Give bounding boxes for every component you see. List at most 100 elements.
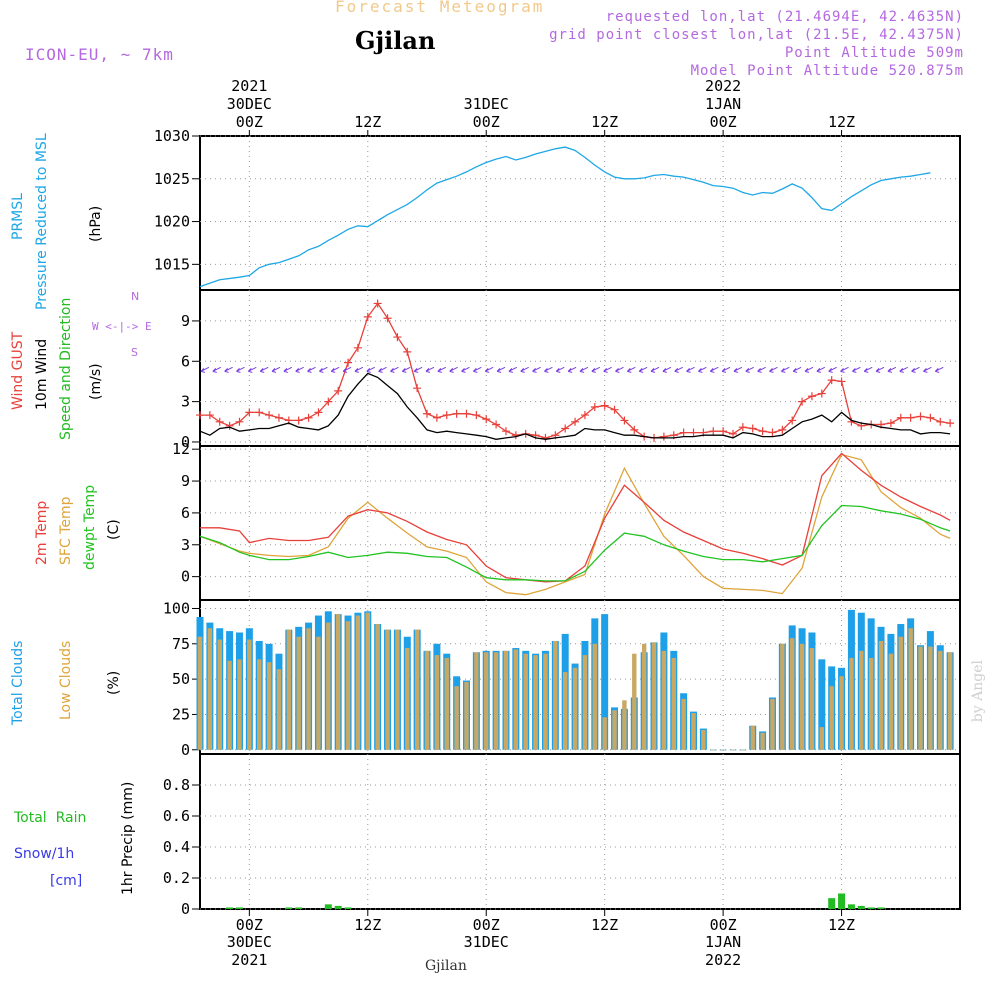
xtick-label-bottom: 00Z [236,916,263,934]
wind-direction-arrow [342,366,352,373]
ytick-label: 100 [163,599,190,617]
wind-direction-arrow [425,366,435,373]
ytick-label: 6 [181,352,190,370]
xtick-label-top: 12Z [354,113,381,131]
low-cloud-bar [543,653,548,750]
gust-marker [255,408,264,417]
gust-marker [383,314,392,323]
low-cloud-bar [286,629,292,750]
wind-direction-arrow [923,366,932,373]
total-cloud-bar [601,614,609,750]
gust-marker [294,416,303,425]
wind-direction-arrow [508,366,518,373]
low-cloud-bar [878,640,884,750]
low-cloud-bar [197,636,203,750]
low-cloud-bar [701,729,706,750]
low-cloud-bar [553,640,558,750]
date-label-top: 1JAN [705,95,741,113]
low-cloud-bar [947,652,953,750]
wind-direction-arrow [307,366,316,373]
ytick-label: 75 [172,635,190,653]
legend-speed-direction: Speed and Direction [58,297,74,440]
ytick-label: 0 [181,900,190,918]
low-cloud-bar [464,681,469,750]
ytick-label: 0.2 [163,869,190,887]
low-cloud-bar [592,643,598,750]
gust-marker [946,419,955,428]
low-cloud-bar [691,713,696,750]
wind-direction-arrow [804,366,814,373]
wind-direction-arrow [721,366,731,373]
gust-marker [324,397,333,406]
low-cloud-bar [503,650,509,750]
rain-bar [226,907,234,909]
gust-marker [274,413,283,422]
legend-dewpt-temp: dewpt Temp [82,484,98,570]
low-cloud-bar [760,732,765,750]
wind-direction-arrow [686,366,695,373]
low-cloud-bar [444,657,449,750]
gust-marker [215,417,224,426]
wind-direction-arrow [472,366,482,373]
low-cloud-bar [908,628,913,750]
low-cloud-bar [355,615,361,750]
ytick-label: 0.4 [163,838,190,856]
low-cloud-bar [770,698,775,750]
compass-n: N [131,290,140,303]
wind-direction-arrow [200,366,210,373]
low-cloud-bar [720,749,726,751]
low-cloud-bar [651,642,657,750]
low-cloud-bar [217,639,222,750]
sfc-temp-line [199,453,951,596]
xtick-label-top: 00Z [710,113,737,131]
low-cloud-bar [661,650,667,750]
low-cloud-bar [750,725,755,750]
wind-direction-arrow [224,366,233,373]
gust-marker [610,405,619,414]
gust-marker [571,417,580,426]
wind-direction-arrow [603,366,612,373]
gust-marker [679,428,688,437]
wind-direction-arrow [911,366,920,373]
ytick-label: 0 [181,568,190,586]
gust-marker [728,429,737,438]
wind-direction-arrow [330,366,340,373]
wind-direction-arrow [378,366,387,373]
point-altitude: Point Altitude 509m [784,45,964,61]
ytick-label: 0.6 [163,807,190,825]
ytick-label: 1020 [154,213,190,231]
gust-marker [393,333,402,342]
gust-marker [580,411,589,420]
panel-frame-precipitation [199,753,961,910]
legend-wind-unit: (m/s) [88,363,104,400]
wind-direction-arrow [840,366,849,373]
wind-direction-arrow [615,366,624,373]
low-cloud-bar [345,621,351,750]
wind-direction-arrow [496,366,506,373]
xtick-label-bottom: 12Z [354,916,381,934]
low-cloud-bar [513,649,519,750]
model-altitude: Model Point Altitude 520.875m [690,63,964,79]
ytick-label: 0 [181,741,190,759]
low-cloud-bar [582,655,588,750]
wind-direction-arrow [532,366,541,373]
low-cloud-bar [395,629,400,750]
gust-marker [768,428,777,437]
gust-marker [472,411,481,420]
wind-direction-arrow [484,366,494,373]
gust-marker [906,413,915,422]
gust-marker [462,409,471,418]
low-cloud-bar [868,657,874,750]
low-cloud-bar [493,652,499,750]
low-cloud-bar [414,629,420,750]
gust-marker [630,425,639,434]
legend-snow-unit: [cm] [50,873,83,889]
wind-direction-arrow [555,366,565,373]
gust-marker [452,409,461,418]
low-cloud-bar [612,710,617,750]
legend-sfc-temp: SFC Temp [58,496,74,565]
wind-direction-arrow [366,366,375,373]
low-cloud-bar [405,648,410,750]
low-cloud-bar [257,659,262,750]
gust-marker [314,408,323,417]
